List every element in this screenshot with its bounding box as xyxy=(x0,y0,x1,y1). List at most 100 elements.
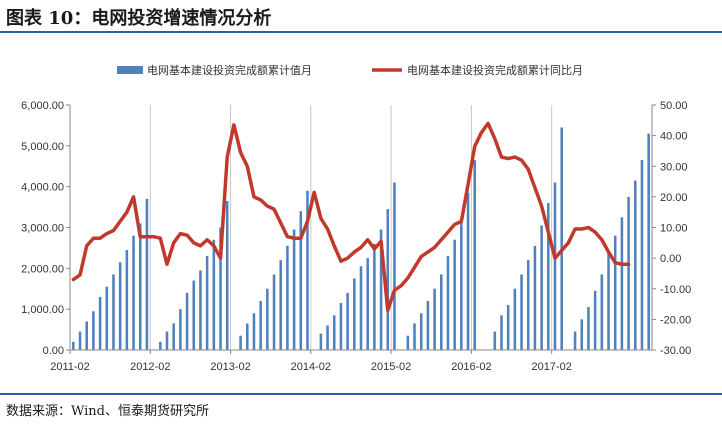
bar-85 xyxy=(640,160,644,350)
top-rule xyxy=(0,31,722,33)
bar-47 xyxy=(386,209,390,350)
bar-3 xyxy=(92,311,95,350)
bar-54 xyxy=(433,288,436,350)
bar-83 xyxy=(627,196,630,350)
chart: 0.00 1,000.00 2,000.00 3,000.00 4,000.00 5,00… xyxy=(21,63,691,373)
right-tick-label-1: -20.00 xyxy=(660,314,691,326)
bar-39 xyxy=(332,315,336,350)
x-tick-label-4: 2015-02 xyxy=(371,361,411,373)
right-tick-label-7: 40.00 xyxy=(660,131,688,143)
legend: 电网基本建设投资完成额累计值月 电网基本建设投资完成额累计同比月 xyxy=(117,63,583,77)
bar-23 xyxy=(225,200,229,350)
bar-21 xyxy=(212,239,216,350)
bar-30 xyxy=(272,274,276,350)
bar-17 xyxy=(185,292,189,350)
bar-48 xyxy=(393,182,396,350)
left-tick-label-3: 3,000.00 xyxy=(21,223,64,235)
left-tick-label-6: 6,000.00 xyxy=(21,100,64,112)
bar-44 xyxy=(366,258,369,350)
x-tick-label-1: 2012-02 xyxy=(130,361,170,373)
right-tick-label-2: -10.00 xyxy=(660,284,691,296)
bar-8 xyxy=(125,249,129,350)
bar-69 xyxy=(533,245,537,350)
bar-37 xyxy=(319,333,323,350)
bar-52 xyxy=(419,313,423,350)
x-tick-label-3: 2014-02 xyxy=(291,361,331,373)
bar-50 xyxy=(406,335,410,350)
x-tick-label-5: 2016-02 xyxy=(451,361,491,373)
bar-43 xyxy=(359,266,363,350)
bar-29 xyxy=(266,288,269,350)
bar-78 xyxy=(593,290,597,350)
bar-34 xyxy=(299,211,303,350)
bar-63 xyxy=(493,331,497,350)
left-tick-label-1: 1,000.00 xyxy=(21,304,64,316)
right-tick-label-0: -30.00 xyxy=(660,345,691,357)
bar-41 xyxy=(346,292,349,350)
bar-38 xyxy=(326,325,329,350)
bar-26 xyxy=(246,323,249,350)
left-tick-label-2: 2,000.00 xyxy=(21,263,64,275)
bar-10 xyxy=(138,223,142,350)
bar-27 xyxy=(252,313,256,350)
line-series-yoy xyxy=(71,121,631,312)
bar-18 xyxy=(192,280,196,350)
bar-82 xyxy=(620,217,624,350)
right-tick-label-6: 30.00 xyxy=(660,161,688,173)
right-tick-label-8: 50.00 xyxy=(660,100,688,112)
right-tick-label-5: 20.00 xyxy=(660,192,688,204)
bar-51 xyxy=(413,323,416,350)
bar-53 xyxy=(426,301,430,350)
bar-32 xyxy=(286,245,289,350)
legend-label-line: 电网基本建设投资完成额累计同比月 xyxy=(407,63,583,77)
left-tick-label-4: 4,000.00 xyxy=(21,182,64,194)
bar-31 xyxy=(279,260,282,350)
bar-66 xyxy=(513,288,517,350)
bar-45 xyxy=(373,243,376,350)
bar-5 xyxy=(105,286,109,350)
x-tick-label-2: 2013-02 xyxy=(210,361,250,373)
bar-16 xyxy=(179,309,182,350)
bar-65 xyxy=(506,305,510,350)
bar-59 xyxy=(466,192,470,350)
bar-58 xyxy=(460,219,463,350)
bar-40 xyxy=(339,303,343,350)
bar-13 xyxy=(159,341,162,350)
x-tick-label-0: 2011-02 xyxy=(50,361,90,373)
left-tick-label-0: 0.00 xyxy=(43,345,64,357)
bottom-rule xyxy=(0,393,722,395)
axes: 0.00 1,000.00 2,000.00 3,000.00 4,000.00 5,00… xyxy=(21,100,691,373)
bar-4 xyxy=(98,296,102,350)
legend-label-bar: 电网基本建设投资完成额累计值月 xyxy=(147,63,312,77)
bar-33 xyxy=(292,229,296,350)
right-tick-label-4: 10.00 xyxy=(660,223,688,235)
bar-71 xyxy=(547,203,550,350)
bar-42 xyxy=(353,278,356,350)
bar-20 xyxy=(205,256,209,350)
bar-22 xyxy=(219,227,222,350)
bar-60 xyxy=(473,160,476,350)
bar-68 xyxy=(526,260,530,350)
bar-series-revenue-cumulative xyxy=(72,127,650,350)
right-tick-label-3: 0.00 xyxy=(660,253,681,265)
bar-75 xyxy=(573,331,577,350)
bar-84 xyxy=(634,180,637,350)
bar-86 xyxy=(647,133,650,350)
bar-35 xyxy=(306,190,309,350)
bar-80 xyxy=(607,252,610,350)
bar-81 xyxy=(613,235,617,350)
bar-70 xyxy=(540,225,543,350)
bar-73 xyxy=(560,127,563,350)
bar-64 xyxy=(500,315,503,350)
bar-67 xyxy=(520,274,523,350)
bar-11 xyxy=(145,198,149,350)
bar-7 xyxy=(118,262,122,350)
legend-swatch-bar xyxy=(117,66,143,74)
source-note: 数据来源：Wind、恒泰期货研究所 xyxy=(6,404,209,419)
bar-46 xyxy=(379,229,383,350)
bar-72 xyxy=(553,182,557,350)
bar-76 xyxy=(580,319,584,350)
figure-title: 图表 10：电网投资增速情况分析 xyxy=(6,8,272,29)
bar-79 xyxy=(600,274,604,350)
bar-25 xyxy=(239,335,242,350)
